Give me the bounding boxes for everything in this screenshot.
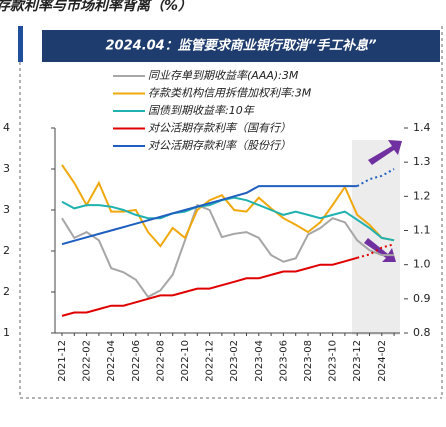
side-bar [18, 26, 23, 62]
legend-label: 存款类机构信用拆借加权利率:3M [148, 87, 312, 100]
y2-tick-label: 1.4 [413, 121, 431, 134]
projected-line [356, 168, 395, 187]
x-tick-label: 2023-04 [254, 340, 265, 382]
x-tick-label: 2022-10 [180, 340, 191, 382]
annotation: 2024.04：监管要求商业银行取消“手工补息” [106, 38, 377, 54]
line [61, 256, 358, 317]
x-tick-label: 2021-12 [57, 340, 68, 382]
x-tick-label: 2023-02 [229, 340, 240, 382]
x-tick-label: 2024-02 [377, 340, 388, 382]
legend-label: 同业存单到期收益率(AAA):3M [148, 69, 299, 82]
x-tick-label: 2023-06 [278, 340, 289, 382]
line [61, 164, 395, 248]
line [61, 203, 395, 299]
y2-tick-label: 1.3 [413, 155, 431, 168]
legend-label: 国债到期收益率:10年 [148, 104, 255, 117]
legend-label: 对公活期存款利率（国有行） [148, 122, 291, 135]
y2-tick-label: 0.8 [413, 326, 431, 339]
highlight-region [352, 140, 400, 335]
chart-title: 存款利率与市场利率背离（%） [0, 0, 192, 14]
banner [42, 30, 440, 62]
y-tick-label: 3 [3, 162, 10, 175]
y-tick-label: 4 [3, 121, 10, 134]
x-tick-label: 2023-12 [352, 340, 363, 382]
x-tick-label: 2022-06 [131, 340, 142, 382]
y2-tick-label: 1.1 [413, 224, 431, 237]
y2-tick-label: 1.0 [413, 258, 431, 271]
line [61, 185, 358, 246]
x-tick-label: 2022-04 [106, 340, 117, 382]
x-tick-label: 2022-02 [82, 340, 93, 382]
y-tick-label: 1 [3, 326, 10, 339]
legend-label: 对公活期存款利率（股份行） [148, 139, 291, 152]
y-tick-label: 3 [3, 203, 10, 216]
x-tick-label: 2023-10 [328, 340, 339, 382]
x-tick-label: 2022-12 [205, 340, 216, 382]
y-tick-label: 2 [3, 285, 10, 298]
arrow-up [368, 140, 402, 165]
y2-tick-label: 0.9 [413, 292, 431, 305]
y-tick-label: 2 [3, 244, 10, 257]
x-tick-label: 2023-08 [303, 340, 314, 382]
x-tick-label: 2022-08 [155, 340, 166, 382]
y2-tick-label: 1.2 [413, 189, 431, 202]
projected-line [356, 243, 395, 259]
